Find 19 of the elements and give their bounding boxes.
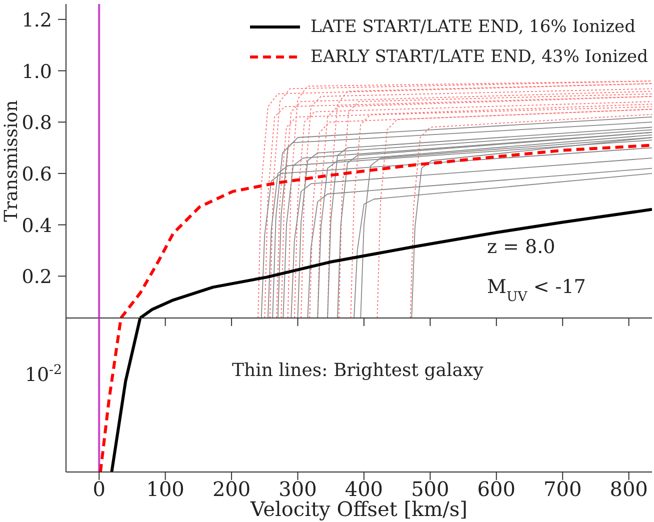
text: 10$^{-2}$ <box>24 362 62 386</box>
y-tick-label: 0.2 <box>22 266 52 288</box>
legend-label: LATE START/LATE END, 16% Ionized <box>310 17 636 37</box>
y-tick-label: 0.8 <box>22 112 52 134</box>
y-tick-label: 0.6 <box>22 163 52 186</box>
y-tick-label: 1.0 <box>22 60 52 83</box>
x-tick-label: 600 <box>477 477 516 502</box>
annotation: z = 8.0 <box>487 236 556 258</box>
y-tick-label: 1.2 <box>22 9 52 32</box>
y-tick-label: 0.4 <box>22 214 52 237</box>
annotation: M$_{UV}$ < -17 <box>487 276 586 304</box>
x-tick-label: 200 <box>212 477 251 502</box>
legend-label: EARLY START/LATE END, 43% Ionized <box>310 47 648 67</box>
annotation: Thin lines: Brightest galaxy <box>232 360 484 381</box>
x-tick-label: 800 <box>610 477 648 502</box>
y-axis-title: Transmission <box>1 100 22 222</box>
x-tick-label: 700 <box>544 477 582 502</box>
x-tick-label: 100 <box>146 477 184 502</box>
x-tick-label: 0 <box>92 477 106 502</box>
